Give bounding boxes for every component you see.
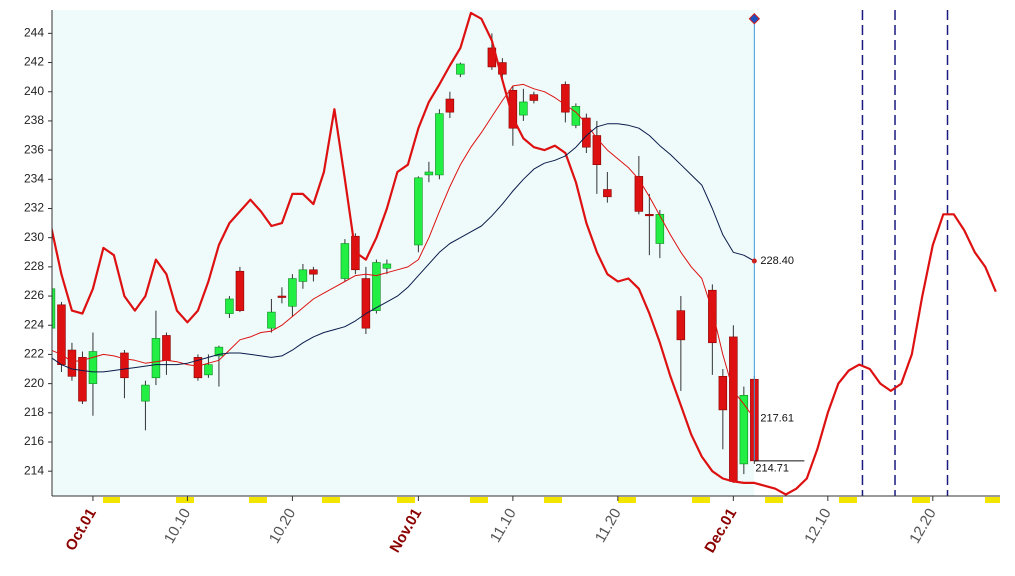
- plot: [52, 10, 997, 496]
- weekend-marker: [176, 497, 194, 503]
- candle-body: [424, 171, 434, 176]
- candle-body: [634, 176, 644, 212]
- weekend-marker: [544, 497, 562, 503]
- candle-body: [708, 289, 717, 344]
- candle-body: [151, 338, 161, 379]
- candle-body: [529, 94, 539, 101]
- history-background: [52, 10, 755, 496]
- candle-body: [456, 63, 465, 75]
- candle-body: [561, 84, 570, 113]
- weekend-marker: [249, 497, 267, 503]
- y-tick-label: 222: [24, 347, 44, 361]
- candle-body: [214, 346, 224, 357]
- indicator-line: [52, 11, 997, 496]
- y-tick-label: 240: [24, 84, 44, 98]
- weekend-marker: [839, 497, 857, 503]
- y-tick-label: 242: [24, 55, 44, 69]
- candle-body: [676, 310, 686, 341]
- y-tick-label: 214: [24, 463, 44, 477]
- candle-body: [88, 351, 98, 384]
- candle-body: [645, 214, 654, 217]
- plot-background: [52, 10, 755, 496]
- x-tick-label: 10.10: [161, 505, 194, 546]
- candle-body: [67, 349, 77, 377]
- candle-body: [655, 214, 665, 244]
- indicator-line: [52, 123, 755, 373]
- value-label: 217.61: [760, 412, 794, 424]
- candle-body: [445, 98, 455, 113]
- x-tick-label: 12.10: [801, 505, 834, 546]
- candle-body: [120, 352, 129, 379]
- indicator-line: [52, 83, 755, 419]
- x-tick-label: 10.20: [266, 505, 299, 546]
- candle-body: [361, 278, 371, 329]
- candle-body: [592, 135, 602, 166]
- candle-body: [340, 243, 350, 279]
- candle-body: [235, 270, 245, 311]
- cursor-point: [751, 258, 757, 264]
- candle-body: [435, 113, 444, 176]
- y-tick-label: 224: [24, 317, 44, 331]
- y-tick-label: 228: [24, 259, 44, 273]
- candle-body: [52, 288, 56, 329]
- weekend-marker: [692, 497, 710, 503]
- weekend-marker: [470, 497, 488, 503]
- x-tick-label: Dec.01: [701, 505, 740, 555]
- candle-body: [519, 101, 528, 116]
- candle-body: [603, 189, 612, 198]
- candle-body: [729, 336, 738, 482]
- y-tick-label: 220: [24, 376, 44, 390]
- value-label: 214.71: [755, 463, 789, 475]
- x-tick-label: Oct.01: [62, 505, 100, 553]
- y-tick-label: 236: [24, 142, 44, 156]
- candle-body: [298, 269, 308, 282]
- candle-body: [267, 311, 276, 329]
- candle-body: [78, 357, 87, 402]
- weekend-marker: [912, 497, 930, 503]
- y-tick-label: 230: [24, 230, 44, 244]
- candle-body: [288, 278, 297, 307]
- candle-body: [162, 335, 171, 361]
- weekend-markers: [103, 497, 1000, 503]
- candle-body: [141, 384, 150, 402]
- candle-body: [225, 298, 234, 314]
- candle-body: [193, 357, 203, 379]
- candle-body: [582, 117, 591, 148]
- x-tick-label: 11.20: [592, 505, 625, 545]
- candle-body: [372, 262, 381, 311]
- candle-body: [57, 304, 66, 365]
- candle-body: [739, 394, 749, 465]
- candle-body: [309, 269, 318, 275]
- candle-body: [508, 89, 518, 129]
- value-label: 228.40: [760, 255, 794, 267]
- x-tick-label: 12.20: [906, 505, 939, 546]
- y-tick-label: 232: [24, 201, 44, 215]
- cursor-diamond: [748, 13, 761, 25]
- y-tick-label: 226: [24, 288, 44, 302]
- y-tick-label: 218: [24, 405, 44, 419]
- x-tick-label: 11.10: [487, 505, 520, 545]
- candle-body: [414, 177, 423, 246]
- candle-body: [382, 263, 392, 269]
- weekend-marker: [103, 497, 120, 503]
- y-tick-label: 238: [24, 113, 44, 127]
- weekend-marker: [765, 497, 783, 503]
- candle-body: [277, 295, 287, 298]
- x-tick-label: Nov.01: [387, 505, 426, 555]
- y-tick-label: 244: [24, 26, 44, 40]
- y-tick-label: 234: [24, 171, 44, 185]
- weekend-marker: [397, 497, 415, 503]
- candle-body: [718, 376, 728, 411]
- y-tick-label: 216: [24, 434, 44, 448]
- candle-body: [204, 364, 213, 376]
- weekend-marker: [618, 497, 636, 503]
- weekend-marker: [322, 497, 340, 503]
- weekend-marker: [985, 497, 1000, 503]
